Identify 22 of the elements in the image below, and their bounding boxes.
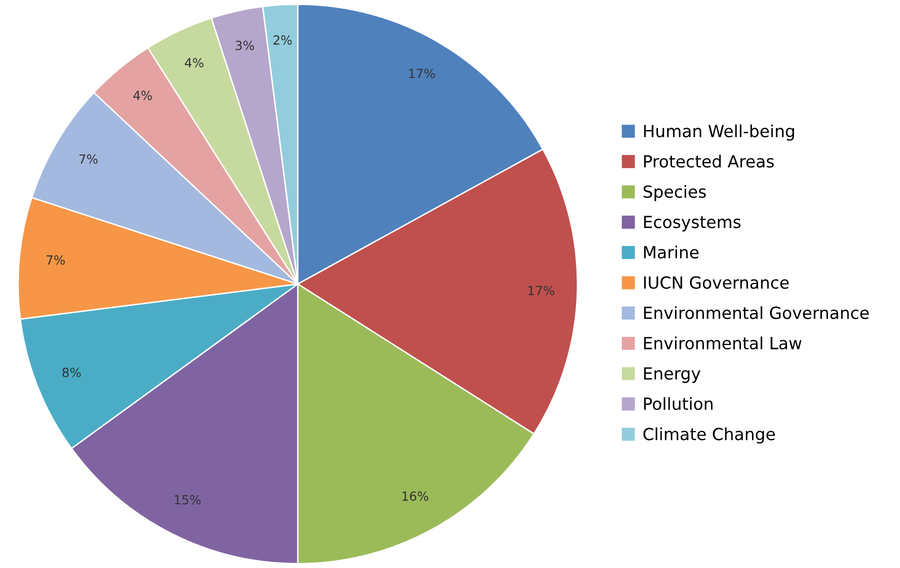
legend-label: Marine <box>644 246 699 259</box>
legend-label: Protected Areas <box>644 154 774 168</box>
legend-label: Energy <box>644 367 700 383</box>
data-label: 8% <box>62 368 81 378</box>
legend-label: Pollution <box>644 397 712 410</box>
data-label: 4% <box>184 58 204 68</box>
legend-label: Ecosystems <box>644 216 741 232</box>
legend-label: Environmental Law <box>644 336 802 350</box>
legend-label: Human Well-being <box>644 124 794 141</box>
data-label: 17% <box>528 286 554 296</box>
data-label: 16% <box>402 491 428 501</box>
data-label: 7% <box>79 154 98 164</box>
data-label: 7% <box>46 255 65 265</box>
data-label: 2% <box>274 35 292 45</box>
data-label: 17% <box>409 68 435 78</box>
legend-label: Climate Change <box>643 427 775 444</box>
legend-label: IUCN Governance <box>644 276 789 289</box>
legend-label: Species <box>644 185 706 202</box>
data-label: 15% <box>174 494 201 504</box>
legend-label: Environmental Governance <box>644 306 869 320</box>
data-label: 4% <box>133 90 152 100</box>
data-label: 3% <box>236 40 254 50</box>
